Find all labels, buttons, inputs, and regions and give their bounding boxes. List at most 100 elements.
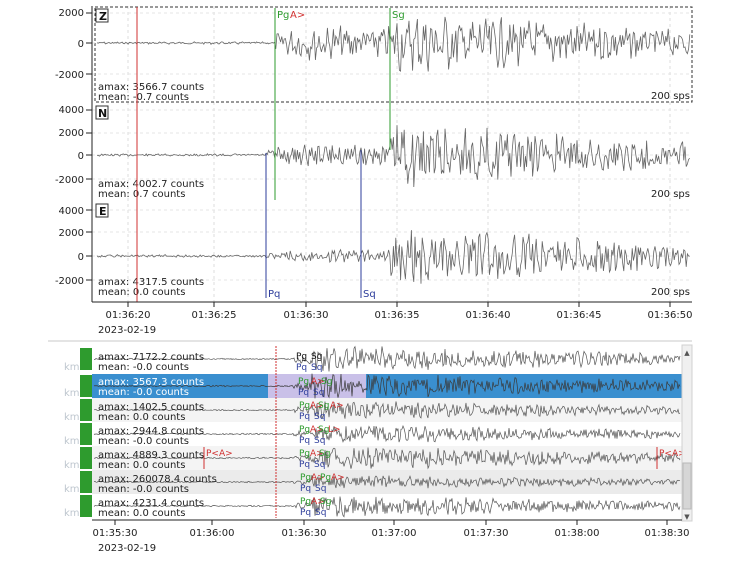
pick-label-pq[interactable]: Pq — [268, 289, 280, 300]
ov-pick-5-sq: Sq — [315, 484, 326, 494]
ov-pick-4-sq: Sq — [314, 460, 325, 470]
ytick-n-3: -2000 — [55, 175, 84, 186]
ov-pick-3-sg: Sg — [318, 425, 329, 435]
waveform-z — [96, 16, 691, 72]
overview-row-info: amax: 7172.2 counts mean: -0.0 counts am… — [98, 352, 217, 519]
ov-pick-4-pa-left: P<A> — [206, 449, 233, 459]
ov-pick-5-amp2: A> — [331, 473, 345, 483]
km-label-2: km — [64, 412, 80, 423]
ov-pick-5-pg: Pg — [300, 473, 311, 483]
top-time-axis: 01:36:20 01:36:25 01:36:30 01:36:35 01:3… — [92, 301, 693, 336]
top-grid — [127, 6, 671, 302]
ov-pick-2-pq: Pq — [299, 412, 310, 422]
overview-time-axis: 01:35:30 01:36:00 01:36:30 01:37:00 01:3… — [92, 519, 689, 554]
km-label-4: km — [64, 460, 80, 471]
ov-pick-3-amp: A> — [310, 425, 324, 435]
top-time-tick-5: 01:36:45 — [557, 310, 602, 321]
ov-time-tick-4: 01:37:30 — [464, 528, 509, 539]
ov-pick-3-sq: Sq — [314, 436, 325, 446]
overview-scrollbar[interactable]: ▲ ▼ — [681, 344, 693, 522]
ov-pick-0-sq: Sq — [311, 363, 322, 373]
top-time-tick-6: 01:36:50 — [648, 310, 693, 321]
scrollbar-thumb[interactable] — [682, 462, 692, 510]
ov-amax-6: amax: 4231.4 counts — [98, 498, 204, 509]
ov-pick-2-sg: Sg — [318, 401, 329, 411]
ov-time-tick-1: 01:36:00 — [190, 528, 235, 539]
scroll-up-icon[interactable]: ▲ — [684, 349, 690, 357]
pick-label-pg[interactable]: Pg — [277, 10, 289, 21]
ov-pick-5-amp: A> — [311, 473, 325, 483]
top-time-tick-3: 01:36:35 — [375, 310, 420, 321]
amax-z: amax: 3566.7 counts — [98, 82, 204, 93]
ov-pick-0-sg: Sg — [311, 352, 322, 362]
top-picks[interactable]: Pg A> Sg Pq Sq — [136, 7, 405, 302]
ytick-e-1: 2000 — [59, 228, 84, 239]
top-time-tick-4: 01:36:40 — [466, 310, 511, 321]
trace-e[interactable]: E amax: 4317.5 counts mean: 0.0 counts 2… — [55, 203, 692, 298]
sps-z: 200 sps — [651, 91, 690, 102]
overview-date: 2023-02-19 — [98, 543, 156, 554]
ov-pick-4-pq: Pq — [299, 460, 310, 470]
mean-e: mean: 0.0 counts — [98, 287, 185, 298]
channel-badge-n — [95, 105, 109, 120]
ytick-n-2: 0 — [78, 151, 84, 162]
ov-pick-2-amp2: A> — [330, 401, 344, 411]
ov-pick-6-amp: A> — [311, 497, 325, 507]
ov-mean-0: mean: -0.0 counts — [98, 362, 189, 373]
channel-label-z: Z — [99, 10, 107, 23]
ov-pick-6-pg: Pg — [300, 497, 311, 507]
ov-pick-2-sq: Sq — [314, 412, 325, 422]
overview-row-markers: km km km km km km km — [64, 348, 92, 519]
overview-waveforms — [93, 345, 681, 518]
sps-n: 200 sps — [651, 189, 690, 200]
ov-pick-4-amp: A> — [310, 449, 324, 459]
pick-label-sg[interactable]: Sg — [392, 10, 405, 21]
ov-pick-3-l: L> — [328, 425, 341, 435]
ov-amax-5: amax: 260078.4 counts — [98, 474, 217, 485]
overview-picks[interactable]: Pg Sg Pq Sq Pg A> Sg Pq Sq Pg A> Sg A> P… — [203, 352, 686, 518]
top-trace-panel[interactable]: Z amax: 3566.7 counts mean: -0.7 counts … — [55, 6, 693, 336]
channel-badge-e — [95, 203, 109, 218]
ov-pick-0-pq: Pq — [296, 363, 307, 373]
ov-pick-1-amp: A> — [311, 377, 325, 387]
scroll-down-icon[interactable]: ▼ — [684, 513, 690, 521]
waveform-n — [97, 125, 691, 188]
ytick-e-3: -2000 — [55, 276, 84, 287]
overview-row-bg-4 — [92, 446, 682, 470]
ov-pick-1-pq: Pq — [298, 388, 309, 398]
ytick-e-2: 0 — [78, 252, 84, 263]
ov-mean-6: mean: 0.0 counts — [98, 508, 185, 519]
ov-mean-2: mean: 0.0 counts — [98, 412, 185, 423]
amax-n: amax: 4002.7 counts — [98, 179, 204, 190]
trace-z[interactable]: Z amax: 3566.7 counts mean: -0.7 counts … — [55, 6, 693, 103]
km-label-1: km — [64, 388, 80, 399]
ov-amax-2: amax: 1402.5 counts — [98, 402, 204, 413]
ov-amax-4: amax: 4889.3 counts — [98, 450, 204, 461]
mean-z: mean: -0.7 counts — [98, 92, 189, 103]
ov-pick-3-pq: Pq — [299, 436, 310, 446]
channel-label-e: E — [99, 205, 107, 218]
pick-label-amp[interactable]: A> — [290, 10, 305, 21]
mean-n: mean: 0.7 counts — [98, 189, 185, 200]
top-date: 2023-02-19 — [98, 325, 156, 336]
top-time-tick-0: 01:36:20 — [106, 310, 151, 321]
ov-pick-1-pg: Pg — [298, 377, 309, 387]
ov-pick-6-pq: Pq — [300, 508, 311, 518]
ov-time-tick-5: 01:38:00 — [555, 528, 600, 539]
ov-pick-3-pg: Pg — [299, 425, 310, 435]
ytick-e-0: 4000 — [59, 206, 84, 217]
top-time-tick-2: 01:36:30 — [284, 310, 329, 321]
ov-pick-5-pq: Pq — [300, 484, 311, 494]
ov-mean-4: mean: 0.0 counts — [98, 460, 185, 471]
ov-amax-1: amax: 3567.3 counts — [98, 377, 204, 388]
overview-panel[interactable]: km km km km km km km amax: 7172.2 counts… — [48, 343, 693, 554]
ov-amax-3: amax: 2944.8 counts — [98, 426, 204, 437]
ov-pick-2-pg: Pg — [299, 401, 310, 411]
channel-label-n: N — [98, 107, 107, 120]
ov-time-tick-3: 01:37:00 — [372, 528, 417, 539]
ov-pick-4-pa-right: P<A> — [659, 449, 686, 459]
channel-badge-z — [95, 8, 109, 23]
pick-label-sq[interactable]: Sq — [363, 289, 376, 300]
trace-n[interactable]: N amax: 4002.7 counts mean: 0.7 counts 2… — [55, 105, 692, 200]
